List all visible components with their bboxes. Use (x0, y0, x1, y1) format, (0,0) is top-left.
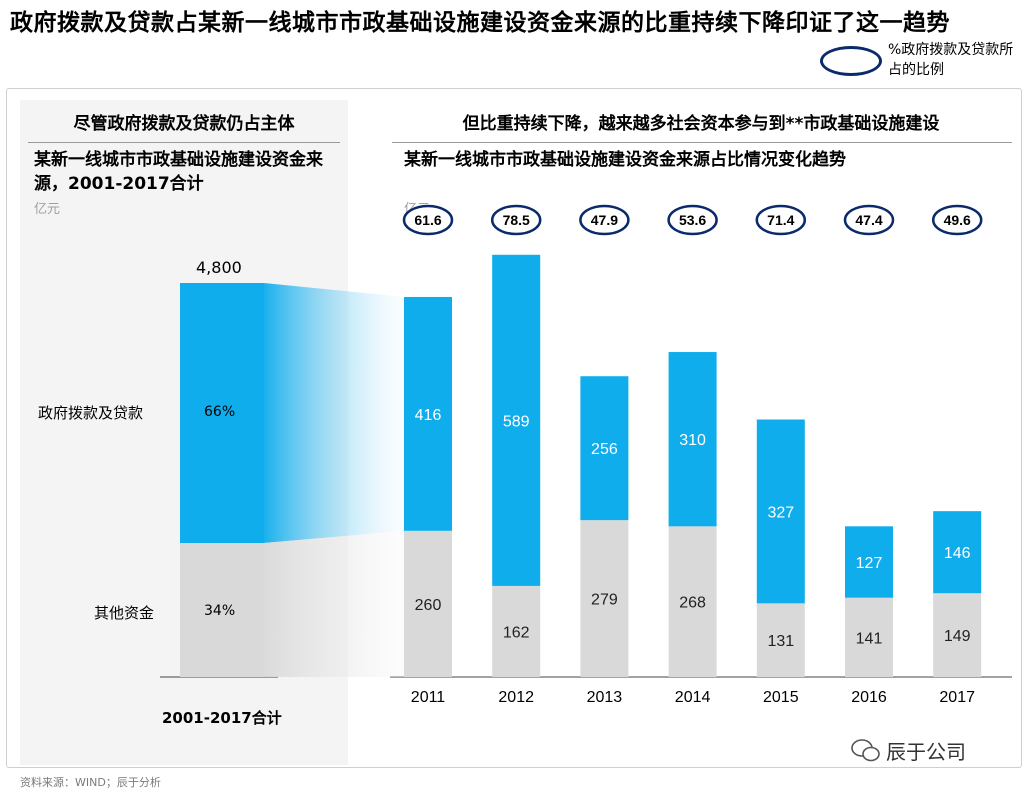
share-value-2015: 71.4 (767, 212, 794, 228)
bar-other-value-2013: 279 (591, 592, 618, 609)
legend: %政府拨款及贷款所占的比例 (814, 40, 1024, 84)
right-panel-divider (392, 142, 1012, 143)
bar-gov-2013 (580, 376, 629, 521)
x-tick-2011: 2011 (411, 689, 446, 706)
share-value-2013: 47.9 (591, 212, 618, 228)
bar-gov-2014 (668, 352, 717, 527)
bar-gov-value-2013: 256 (591, 441, 618, 458)
share-value-2016: 47.4 (855, 212, 882, 228)
bar-other-2012 (492, 585, 541, 677)
bar-other-2014 (668, 526, 717, 677)
bar-gov-2011 (404, 296, 452, 531)
bar-gov-2012 (492, 254, 541, 586)
left-panel-unit: 亿元 (34, 202, 61, 217)
bar-other-value-2016: 141 (856, 630, 883, 647)
source-note: 资料来源：WIND；辰于分析 (20, 776, 161, 789)
share-oval-2015 (755, 204, 807, 236)
share-value-2011: 61.6 (414, 212, 441, 228)
x-tick-2012: 2012 (498, 689, 534, 706)
share-value-2014: 53.6 (679, 212, 706, 228)
segment-pct-gov: 66% (204, 404, 236, 420)
share-oval-2013 (579, 204, 630, 236)
bar-gov-value-2012: 589 (503, 413, 530, 430)
bar-gov-2015 (756, 419, 805, 604)
brand-text: 辰于公司 (886, 740, 966, 764)
x-tick-2014: 2014 (675, 689, 711, 706)
bar-other-2013 (580, 520, 629, 677)
bar-gov-2016 (845, 526, 893, 598)
x-tick-2013: 2013 (587, 689, 623, 706)
bar-gov-value-2016: 127 (856, 555, 883, 572)
left-bar-other-segment (180, 543, 264, 677)
bar-other-2015 (756, 603, 805, 677)
wechat-icon (851, 739, 880, 762)
x-tick-2016: 2016 (851, 689, 887, 706)
left-panel-subtitle: 某新一线城市市政基础设施建设资金来源，2001-2017合计 (34, 150, 323, 194)
share-oval-2012 (490, 204, 542, 236)
segment-name-gov: 政府拨款及贷款 (38, 404, 144, 422)
connector-gov (264, 283, 404, 544)
bar-other-2016 (845, 597, 893, 677)
left-panel-divider (28, 142, 340, 143)
connector-other (264, 530, 404, 677)
right-panel-subtitle: 某新一线城市市政基础设施建设资金来源占比情况变化趋势 (404, 150, 846, 170)
legend-oval-icon (820, 46, 882, 76)
x-tick-2015: 2015 (763, 689, 799, 706)
share-oval-2017 (931, 204, 983, 236)
bar-other-value-2014: 268 (679, 595, 706, 612)
bar-gov-value-2014: 310 (679, 432, 706, 449)
bar-other-value-2012: 162 (503, 624, 530, 641)
bar-gov-value-2011: 416 (415, 407, 442, 424)
segment-name-other: 其他资金 (94, 604, 155, 622)
share-value-2017: 49.6 (944, 212, 971, 228)
bar-other-2011 (404, 530, 452, 677)
bar-other-value-2017: 149 (944, 628, 971, 645)
left-panel-heading: 尽管政府拨款及贷款仍占主体 (73, 114, 295, 134)
right-panel-heading: 但比重持续下降，越来越多社会资本参与到**市政基础设施建设 (462, 114, 940, 134)
share-value-2012: 78.5 (503, 212, 530, 228)
left-bar-gov-segment (180, 283, 264, 544)
bar-other-2017 (933, 593, 982, 677)
bar-other-value-2015: 131 (767, 633, 794, 650)
x-tick-2017: 2017 (939, 689, 975, 706)
bar-gov-value-2015: 327 (767, 504, 794, 521)
page-title: 政府拨款及贷款占某新一线城市市政基础设施建设资金来源的比重持续下降印证了这一趋势 (10, 10, 950, 36)
bar-gov-value-2017: 146 (944, 545, 971, 562)
segment-pct-other: 34% (204, 603, 236, 619)
left-x-label: 2001-2017合计 (162, 709, 282, 727)
share-oval-2014 (667, 204, 718, 236)
bar-other-value-2011: 260 (415, 597, 442, 614)
share-oval-2011 (402, 204, 454, 236)
legend-text: %政府拨款及贷款所占的比例 (888, 42, 1014, 78)
total-value-label: 4,800 (196, 258, 242, 277)
bar-gov-2017 (933, 511, 982, 594)
share-oval-2016 (843, 204, 895, 236)
